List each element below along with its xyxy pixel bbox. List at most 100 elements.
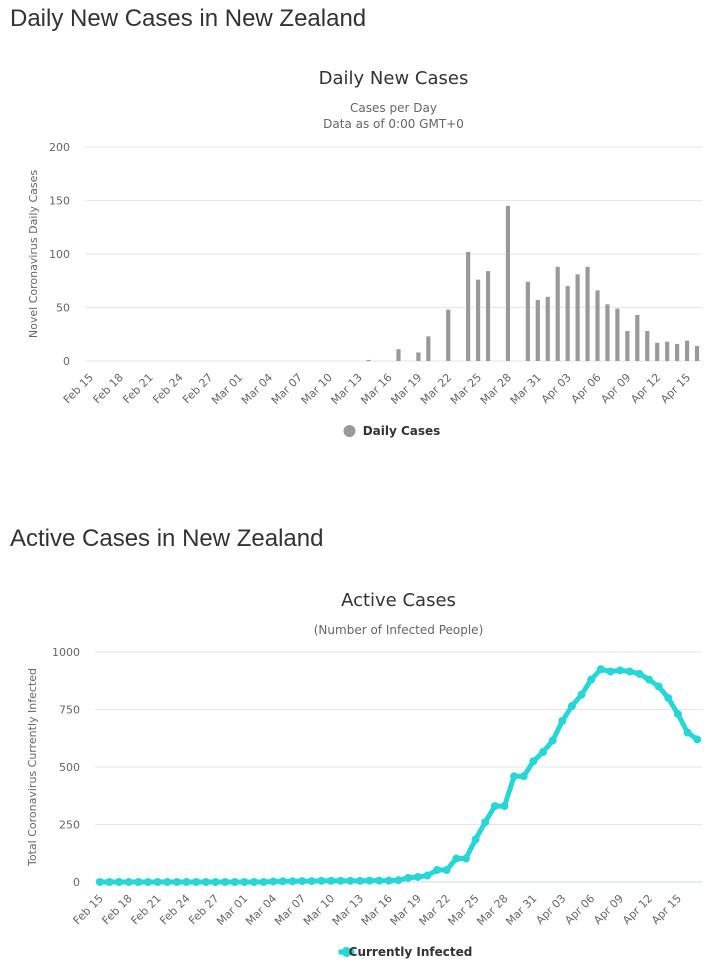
bar-mar-24 [466, 251, 471, 361]
x-tick-label: Apr 12 [620, 892, 655, 927]
x-tick-label: Mar 16 [358, 371, 394, 407]
y-tick-label: 150 [49, 195, 70, 208]
daily-cases-heading: Daily New Cases in New Zealand [10, 5, 367, 32]
legend-marker [341, 947, 352, 957]
x-tick-label: Apr 09 [591, 892, 626, 927]
x-tick-label: Feb 21 [128, 892, 163, 927]
point-mar-29 [510, 772, 519, 781]
y-tick-label: 200 [49, 141, 70, 154]
legend[interactable]: Daily Cases [343, 424, 441, 438]
x-tick-label: Feb 18 [99, 892, 134, 927]
x-tick-label: Feb 15 [71, 892, 106, 927]
point-mar-10 [327, 876, 336, 885]
active-cases-heading: Active Cases in New Zealand [10, 525, 324, 552]
y-tick-label: 0 [63, 355, 70, 368]
x-tick-label: Mar 10 [299, 371, 335, 407]
point-apr-11 [635, 669, 644, 678]
x-tick-label: Mar 25 [445, 892, 481, 928]
bar-apr-16 [694, 346, 700, 361]
point-mar-06 [288, 877, 297, 886]
point-apr-05 [577, 690, 586, 699]
bar-apr-10 [635, 314, 640, 361]
daily-new-cases-chart: Daily New Cases Cases per Day Data as of 0… [27, 68, 702, 438]
point-mar-14 [365, 876, 374, 885]
x-tick-label: Mar 25 [448, 371, 484, 407]
point-mar-31 [529, 757, 538, 766]
chart-subtitle: Cases per Day [350, 101, 437, 115]
bar-apr-13 [665, 341, 670, 361]
bar-mar-30 [525, 281, 530, 361]
point-mar-18 [404, 873, 413, 882]
point-feb-25 [192, 878, 201, 886]
x-tick-label: Feb 21 [120, 371, 155, 406]
point-mar-21 [433, 866, 442, 875]
point-mar-27 [490, 802, 499, 811]
bar-mar-25 [475, 279, 481, 361]
x-tick-label: Mar 28 [478, 371, 514, 407]
y-tick-label: 100 [49, 248, 70, 261]
point-mar-01 [240, 878, 249, 886]
point-feb-18 [124, 878, 133, 886]
legend-marker [343, 425, 356, 437]
y-tick-label: 250 [59, 819, 80, 832]
bar-mar-28 [505, 205, 511, 361]
point-mar-07 [298, 877, 307, 886]
legend-label: Currently Infected [349, 945, 473, 959]
point-apr-16 [683, 728, 692, 737]
point-mar-16 [384, 876, 393, 885]
x-tick-label: Feb 24 [150, 371, 185, 406]
point-mar-22 [442, 866, 451, 875]
x-tick-label: Feb 27 [180, 371, 215, 406]
bar-apr-08 [615, 308, 620, 361]
point-apr-04 [567, 702, 576, 711]
point-apr-01 [539, 748, 548, 757]
bar-apr-03 [565, 286, 570, 361]
point-feb-29 [230, 878, 239, 886]
bar-apr-15 [684, 340, 690, 361]
bar-apr-09 [625, 331, 630, 361]
bar-mar-14 [366, 359, 371, 361]
legend-label: Daily Cases [363, 424, 441, 438]
point-feb-19 [134, 878, 143, 886]
point-apr-14 [664, 694, 673, 702]
x-tick-label: Apr 15 [649, 892, 684, 927]
x-tick-label: Feb 24 [157, 892, 192, 927]
point-mar-25 [471, 835, 480, 844]
point-apr-15 [673, 710, 682, 719]
x-tick-label: Mar 19 [388, 371, 424, 407]
x-tick-label: Mar 31 [503, 892, 539, 928]
y-tick-label: 1000 [52, 646, 80, 659]
point-feb-24 [182, 878, 191, 886]
bar-mar-20 [426, 336, 431, 361]
x-tick-label: Apr 09 [598, 371, 633, 406]
point-mar-09 [317, 876, 326, 885]
x-tick-label: Apr 12 [628, 371, 663, 406]
x-tick-label: Mar 04 [239, 371, 275, 407]
point-apr-03 [558, 717, 567, 725]
bar-mar-19 [416, 352, 421, 361]
bar-mar-17 [396, 349, 401, 361]
point-feb-26 [201, 878, 210, 886]
legend[interactable]: Currently Infected [338, 945, 473, 959]
y-tick-label: 50 [56, 302, 70, 315]
point-apr-13 [654, 682, 663, 691]
point-mar-28 [500, 802, 509, 811]
y-axis-label: Total Coronavirus Currently Infected [26, 668, 39, 867]
x-tick-label: Mar 22 [417, 892, 453, 928]
x-tick-label: Mar 22 [418, 371, 454, 407]
x-tick-label: Mar 19 [388, 892, 424, 928]
x-tick-label: Apr 15 [658, 371, 693, 406]
chart-title: Daily New Cases [319, 68, 469, 89]
y-tick-label: 0 [73, 876, 80, 889]
point-mar-13 [355, 876, 364, 885]
x-tick-label: Mar 07 [272, 892, 308, 928]
point-apr-02 [548, 736, 557, 745]
bar-apr-01 [545, 296, 550, 361]
x-tick-label: Apr 03 [539, 371, 574, 406]
x-tick-label: Mar 13 [330, 892, 366, 928]
point-mar-26 [481, 818, 490, 827]
point-mar-24 [461, 854, 470, 863]
point-mar-03 [259, 878, 268, 886]
bar-apr-14 [675, 343, 680, 361]
y-tick-label: 750 [59, 704, 80, 717]
